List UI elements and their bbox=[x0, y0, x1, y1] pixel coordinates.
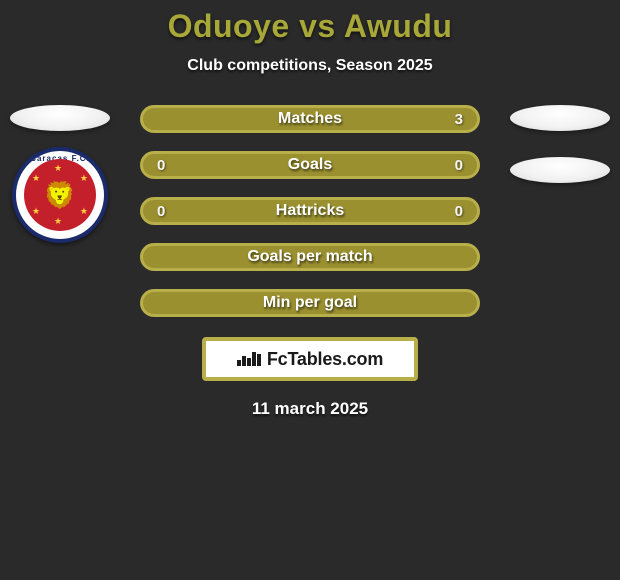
stat-row-goals: 0 Goals 0 bbox=[140, 151, 480, 179]
player-placeholder-oval bbox=[10, 105, 110, 131]
bar-chart-icon bbox=[237, 352, 261, 366]
left-player-column: Caracas F.C. ★ ★ ★ ★ ★ ★ 🦁 bbox=[10, 105, 110, 243]
club-badge-caracas: Caracas F.C. ★ ★ ★ ★ ★ ★ 🦁 bbox=[12, 147, 108, 243]
page-subtitle: Club competitions, Season 2025 bbox=[187, 57, 432, 75]
right-player-column bbox=[510, 105, 610, 183]
stat-label: Hattricks bbox=[276, 202, 344, 220]
stat-row-hattricks: 0 Hattricks 0 bbox=[140, 197, 480, 225]
infographic-container: Oduoye vs Awudu Club competitions, Seaso… bbox=[0, 0, 620, 419]
stat-label: Min per goal bbox=[263, 294, 357, 312]
brand-watermark: FcTables.com bbox=[202, 337, 418, 381]
stat-left-value: 0 bbox=[157, 157, 177, 174]
player-placeholder-oval bbox=[510, 105, 610, 131]
page-title: Oduoye vs Awudu bbox=[168, 8, 453, 45]
stat-right-value: 0 bbox=[443, 157, 463, 174]
stat-right-value: 0 bbox=[443, 203, 463, 220]
stat-left-value: 0 bbox=[157, 203, 177, 220]
brand-text: FcTables.com bbox=[267, 349, 383, 370]
stats-column: Matches 3 0 Goals 0 0 Hattricks 0 Goals … bbox=[140, 105, 480, 317]
date-label: 11 march 2025 bbox=[252, 399, 368, 419]
stat-right-value: 3 bbox=[443, 111, 463, 128]
stat-row-goals-per-match: Goals per match bbox=[140, 243, 480, 271]
stat-label: Matches bbox=[278, 110, 342, 128]
club-badge-inner: ★ ★ ★ ★ ★ ★ 🦁 bbox=[24, 159, 96, 231]
stat-label: Goals per match bbox=[247, 248, 372, 266]
club-placeholder-oval bbox=[510, 157, 610, 183]
stat-label: Goals bbox=[288, 156, 332, 174]
lion-icon: 🦁 bbox=[44, 182, 76, 208]
stat-row-matches: Matches 3 bbox=[140, 105, 480, 133]
stat-row-min-per-goal: Min per goal bbox=[140, 289, 480, 317]
main-area: Caracas F.C. ★ ★ ★ ★ ★ ★ 🦁 Matches bbox=[0, 105, 620, 317]
